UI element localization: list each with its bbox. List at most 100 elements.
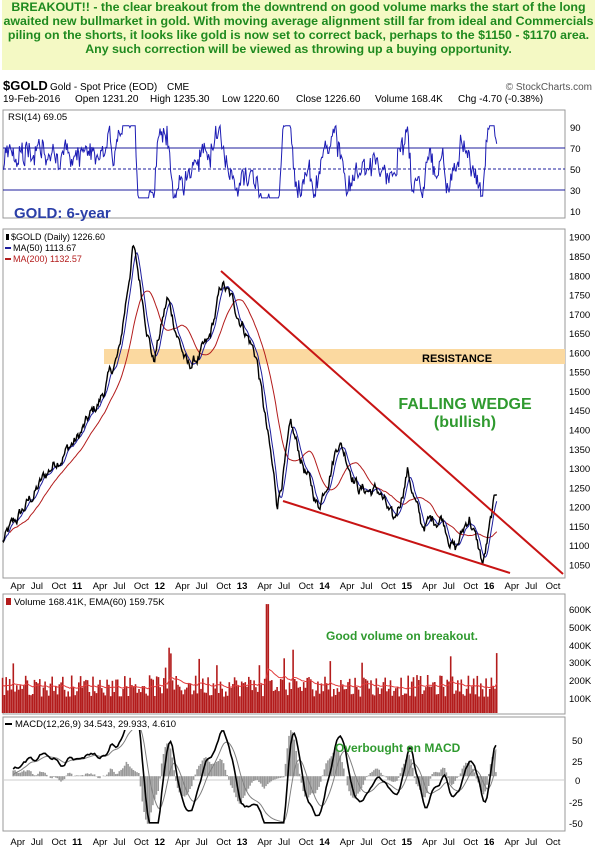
volume-bar (432, 682, 434, 713)
macd-histogram-bar (19, 772, 22, 777)
macd-histogram-bar (102, 775, 105, 777)
volume-bar (375, 678, 378, 713)
macd-histogram-bar (263, 776, 266, 789)
macd-histogram-bar (229, 776, 232, 786)
volume-note: Good volume on breakout. (326, 629, 478, 643)
price-tick: 1850 (569, 252, 590, 263)
volume-bar (421, 694, 424, 713)
volume-bar (223, 696, 225, 713)
macd-histogram-bar (277, 776, 280, 779)
resistance-label: RESISTANCE (422, 353, 492, 365)
macd-histogram-bar (187, 776, 190, 793)
volume-bar (391, 695, 394, 713)
volume-bar (216, 665, 218, 713)
macd-histogram-bar (385, 776, 388, 778)
volume-bar (106, 679, 108, 713)
macd-histogram-bar (454, 776, 456, 781)
macd-histogram-bar (305, 776, 308, 798)
macd-histogram-bar (297, 763, 299, 777)
volume-bar (302, 682, 305, 713)
volume-bar (301, 690, 303, 713)
volume-bar (235, 680, 238, 713)
macd-histogram-bar (153, 776, 156, 800)
macd-histogram-bar (228, 776, 230, 780)
volume-bar (42, 687, 45, 713)
volume-bar (370, 680, 372, 713)
volume-bar (350, 694, 353, 713)
volume-bar (318, 693, 321, 713)
macd-histogram-bar (355, 776, 357, 797)
x-axis-labels: Apr Jul Oct 11 Apr Jul Oct 12 Apr Jul Oct 13 Apr Jul O… (10, 581, 560, 592)
macd-histogram-bar (120, 769, 122, 777)
macd-histogram-bar (364, 776, 366, 781)
macd-histogram-bar (452, 776, 455, 784)
volume-bar (271, 680, 273, 713)
macd-histogram-bar (316, 776, 319, 790)
volume-bar (23, 685, 25, 713)
volume-bar (16, 685, 18, 713)
volume-bar (249, 679, 252, 713)
macd-histogram-bar (252, 776, 255, 781)
macd-histogram-bar (484, 776, 487, 792)
macd-histogram-bar (383, 775, 386, 777)
macd-histogram-bar (46, 774, 48, 777)
x-axis-label: 16 (484, 837, 495, 848)
low-label: Low 1220.60 (222, 94, 280, 105)
volume-bar (281, 679, 284, 713)
volume-bar (225, 691, 227, 713)
volume-bar (76, 691, 78, 713)
x-axis-label: 12 (155, 581, 166, 592)
volume-bar (338, 691, 340, 713)
macd-histogram-bar (134, 771, 136, 777)
price-tick: 1550 (569, 368, 590, 379)
macd-histogram-bar (461, 768, 464, 777)
volume-bar (423, 690, 425, 713)
macd-legend: MACD(12,26,9) 34.543, 29.933, 4.610 (15, 719, 176, 730)
volume-bar (30, 695, 32, 713)
macd-histogram-bar (470, 764, 472, 777)
macd-histogram-bar (433, 772, 435, 777)
volume-bar (402, 695, 404, 713)
volume-bar (464, 695, 466, 713)
volume-bar (341, 684, 344, 713)
volume-bar (398, 696, 401, 713)
macd-histogram-bar (293, 739, 296, 777)
x-axis-label: Apr (505, 581, 520, 592)
macd-histogram-bar (443, 768, 446, 777)
price-tick: 1450 (569, 406, 590, 417)
volume-bar (333, 689, 335, 713)
macd-histogram-bar (150, 776, 152, 813)
macd-histogram-bar (284, 763, 287, 777)
volume-bar (272, 691, 275, 713)
macd-histogram-bar (136, 772, 138, 777)
macd-histogram-bar (123, 765, 126, 777)
volume-bar (364, 679, 367, 713)
macd-histogram-bar (314, 776, 317, 794)
volume-bar (361, 662, 363, 713)
resistance-band (104, 349, 565, 364)
volume-bar (251, 690, 254, 713)
macd-histogram-bar (214, 763, 216, 777)
volume-bar (444, 696, 447, 713)
volume-bar (205, 692, 208, 713)
volume-bar (315, 690, 317, 713)
macd-histogram-bar (162, 754, 165, 777)
macd-histogram-bar (238, 776, 241, 804)
volume-bar (317, 681, 319, 713)
volume-bar (196, 693, 199, 713)
macd-histogram-bar (166, 743, 168, 777)
macd-histogram-bar (44, 772, 46, 777)
volume-bar (331, 696, 333, 713)
volume-bar (453, 693, 455, 713)
x-axis-label: Jul (31, 581, 43, 592)
volume-bar (134, 684, 137, 713)
price-tick: 1100 (569, 541, 589, 552)
volume-bar (380, 688, 383, 713)
volume-bar (101, 688, 103, 713)
volume-bar (357, 689, 360, 713)
volume-bar (99, 679, 101, 713)
macd-histogram-bar (196, 769, 198, 777)
x-axis-label: Jul (278, 837, 290, 848)
volume-bar (62, 676, 64, 713)
macd-histogram-bar (475, 776, 478, 779)
